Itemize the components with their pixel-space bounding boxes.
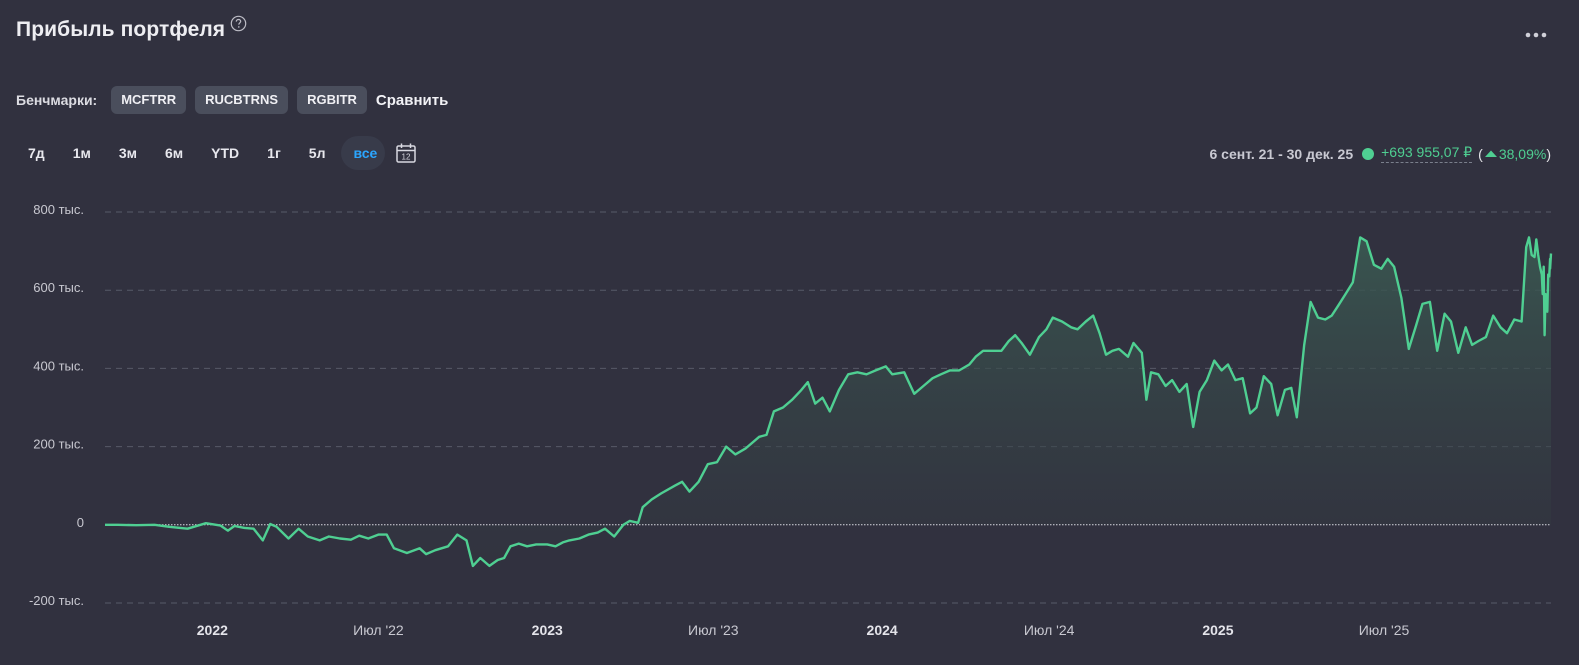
- x-tick-label: 2025: [1202, 622, 1233, 638]
- profit-value[interactable]: +693 955,07 ₽: [1381, 144, 1473, 163]
- y-tick-label: 0: [77, 515, 84, 530]
- more-horizontal-icon: [1525, 32, 1547, 38]
- benchmark-chip-mcftrr[interactable]: MCFTRR: [111, 86, 187, 114]
- x-tick-label: 2024: [867, 622, 898, 638]
- y-tick-label: 600 тыс.: [33, 280, 84, 295]
- x-tick-label: Июл '25: [1359, 622, 1410, 638]
- y-tick-label: -200 тыс.: [29, 593, 84, 608]
- benchmark-chip-rucbtrns[interactable]: RUCBTRNS: [195, 86, 289, 114]
- paren-open: (: [1478, 145, 1483, 162]
- x-tick-label: 2022: [197, 622, 228, 638]
- x-tick-label: Июл '22: [353, 622, 404, 638]
- calendar-day-text: 12: [402, 153, 411, 162]
- period-ytd[interactable]: YTD: [211, 145, 240, 161]
- period-7d[interactable]: 7д: [28, 145, 45, 161]
- x-tick-label: Июл '24: [1024, 622, 1075, 638]
- calendar-icon: 12: [396, 143, 417, 163]
- compare-button[interactable]: Сравнить: [375, 91, 449, 109]
- arrow-up-icon: [1484, 150, 1497, 157]
- y-tick-label: 200 тыс.: [33, 437, 84, 452]
- y-tick-label: 400 тыс.: [33, 358, 84, 373]
- period-all[interactable]: все: [341, 136, 386, 170]
- x-tick-label: 2023: [532, 622, 563, 638]
- summary-row: 6 сент. 21 - 30 дек. 25 +693 955,07 ₽ ( …: [1209, 144, 1551, 163]
- area-fill: [105, 237, 1551, 566]
- series-line: [105, 236, 1553, 568]
- series-dot: [1362, 147, 1375, 160]
- benchmarks-row: Бенчмарки: MCFTRR RUCBTRNS RGBITR Сравни…: [16, 86, 448, 114]
- period-1y[interactable]: 1г: [267, 145, 281, 161]
- calendar-button[interactable]: 12: [395, 142, 417, 164]
- page-title: Прибыль портфеля: [16, 18, 226, 41]
- period-1m[interactable]: 1м: [72, 145, 91, 161]
- chart-header: Прибыль портфеля: [16, 15, 247, 42]
- benchmarks-label: Бенчмарки:: [16, 92, 98, 108]
- y-axis: 800 тыс. 600 тыс. 400 тыс. 200 тыс. 0 -200 ты…: [29, 202, 84, 608]
- x-tick-label: Июл '23: [688, 622, 739, 638]
- x-axis: 2022 Июл '22 2023 Июл '23 2024 Июл '24 2025 Июл…: [197, 622, 1410, 638]
- period-selector: 7д 1м 3м 6м YTD 1г 5л все 12: [16, 136, 417, 170]
- benchmark-chip-rgbitr[interactable]: RGBITR: [297, 86, 367, 114]
- help-circle-icon[interactable]: [230, 15, 247, 37]
- more-options-button[interactable]: [1525, 26, 1547, 44]
- profit-percent: 38,09%: [1498, 145, 1547, 162]
- period-6m[interactable]: 6м: [165, 145, 184, 161]
- period-5y[interactable]: 5л: [308, 145, 326, 161]
- paren-close: ): [1546, 145, 1551, 162]
- y-tick-label: 800 тыс.: [33, 202, 84, 217]
- date-range: 6 сент. 21 - 30 дек. 25: [1209, 145, 1354, 162]
- period-3m[interactable]: 3м: [118, 145, 137, 161]
